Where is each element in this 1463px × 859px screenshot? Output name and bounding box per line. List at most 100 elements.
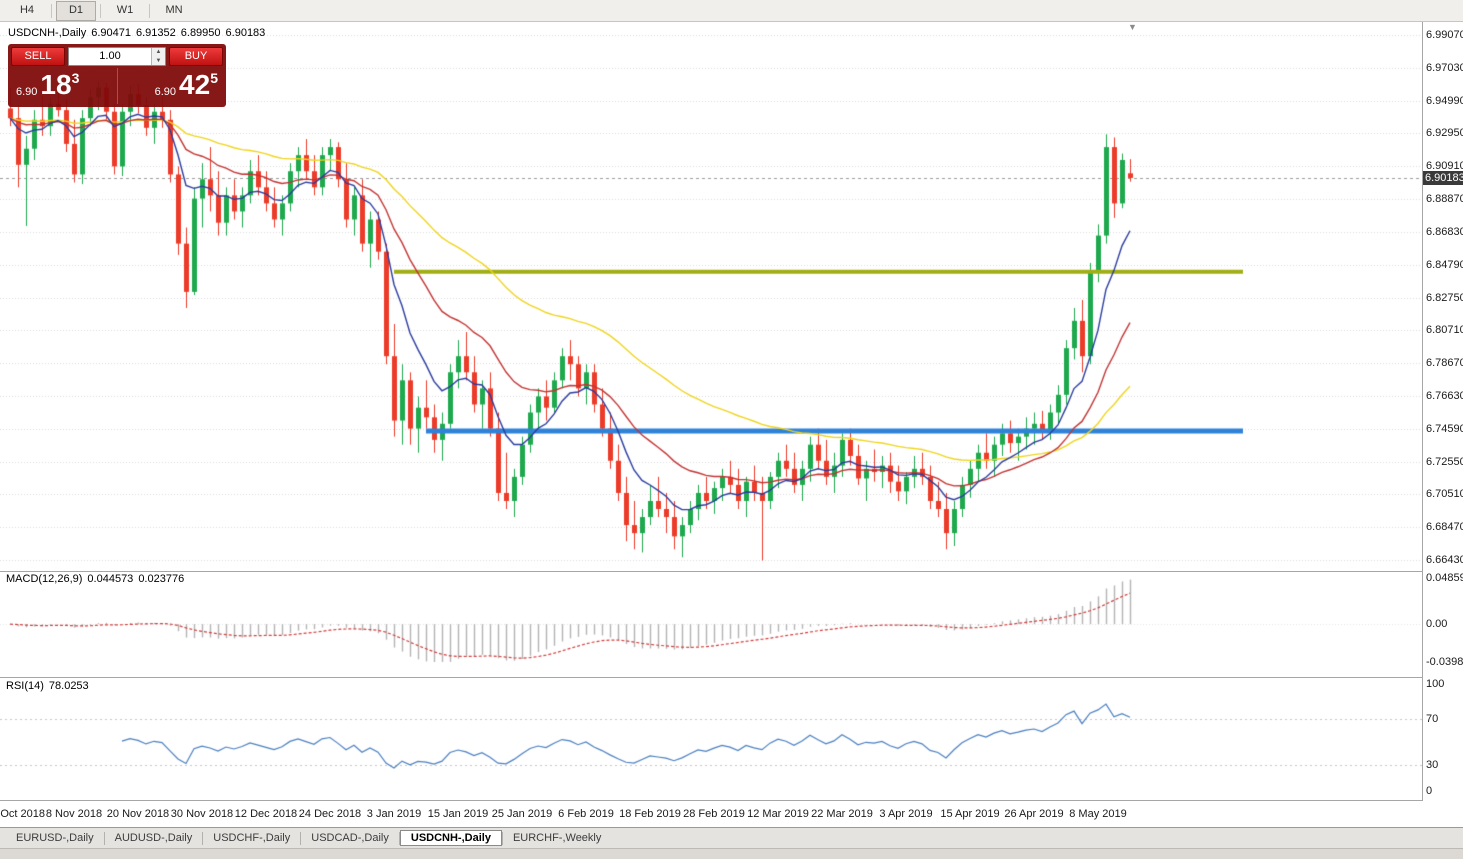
- timeframe-toolbar: H4 D1 W1 MN: [0, 0, 1463, 22]
- price-tick-label: 6.76630: [1426, 389, 1463, 402]
- price-axis[interactable]: 6.90183 6.99070 6.97030 6.94990 6.92950 6.90…: [1423, 22, 1463, 801]
- price-tick-label: 6.68470: [1426, 521, 1463, 534]
- sell-price-fraction: 3: [71, 70, 80, 86]
- date-tick-label: 12 Mar 2019: [747, 808, 809, 820]
- date-tick-label: 28 Feb 2019: [683, 808, 745, 820]
- price-tick-label: 6.97030: [1426, 61, 1463, 74]
- macd-tick-label: 0.048594: [1426, 572, 1463, 584]
- tab-usdcad-daily[interactable]: USDCAD-,Daily: [311, 832, 389, 844]
- date-tick-label: 8 Nov 2018: [45, 808, 103, 820]
- macd-pane-label: MACD(12,26,9) 0.044573 0.023776: [6, 573, 189, 585]
- price-tick-label: 6.84790: [1426, 258, 1463, 271]
- price-tick-label: 6.78670: [1426, 357, 1463, 370]
- price-tick-label: 6.94990: [1426, 94, 1463, 107]
- volume-up-icon[interactable]: ▲: [152, 48, 165, 57]
- price-tick-label: 6.92950: [1426, 127, 1463, 140]
- toolbar-separator: [51, 3, 52, 18]
- buy-price-pips: 42: [179, 69, 211, 100]
- timeframe-mn-button[interactable]: MN: [165, 3, 183, 16]
- price-tick-label: 6.72550: [1426, 455, 1463, 468]
- tab-separator: [398, 831, 400, 845]
- panel-splitter: [0, 800, 1463, 801]
- macd-signal-value: 0.023776: [138, 573, 185, 585]
- tab-separator: [300, 831, 302, 845]
- panel-splitter[interactable]: [0, 677, 1463, 678]
- macd-tick-label: 0.00: [1426, 618, 1448, 631]
- tab-separator: [202, 831, 204, 845]
- price-tick-label: 6.99070: [1426, 28, 1463, 41]
- date-tick-label: 3 Jan 2019: [366, 808, 422, 820]
- symbol-period-label: USDCNH-,Daily: [8, 27, 87, 39]
- date-tick-label: 25 Jan 2019: [491, 808, 553, 820]
- toolbar-separator: [100, 3, 101, 18]
- date-tick-label: 20 Nov 2018: [106, 808, 170, 820]
- current-price-badge: 6.90183: [1423, 170, 1463, 185]
- timeframe-w1-button[interactable]: W1: [116, 3, 134, 16]
- open-value: 6.90471: [91, 27, 131, 39]
- sell-button[interactable]: SELL: [11, 47, 65, 66]
- panel-splitter[interactable]: [0, 571, 1463, 572]
- price-tick-label: 6.86830: [1426, 225, 1463, 238]
- sell-price-base: 6.90: [16, 86, 38, 98]
- price-tick-label: 6.90910: [1426, 160, 1463, 173]
- main-price-chart[interactable]: [0, 22, 1422, 571]
- price-tick-label: 6.66430: [1426, 554, 1463, 566]
- ohlc-header: USDCNH-,Daily 6.90471 6.91352 6.89950 6.9018…: [8, 27, 270, 39]
- date-tick-label: 3 Apr 2019: [879, 808, 933, 820]
- macd-indicator-chart[interactable]: [0, 572, 1422, 677]
- date-tick-label: 18 Feb 2019: [619, 808, 681, 820]
- buy-price-display[interactable]: 6.90 42 5: [118, 68, 224, 104]
- volume-input[interactable]: 1.00 ▲ ▼: [68, 47, 166, 66]
- tab-separator: [103, 831, 105, 845]
- rsi-pane-label: RSI(14) 78.0253: [6, 680, 94, 692]
- rsi-tick-label: 70: [1426, 712, 1439, 725]
- price-tick-label: 6.80710: [1426, 324, 1463, 337]
- chart-tab-bar: EURUSD-,Daily AUDUSD-,Daily USDCHF-,Dail…: [0, 827, 1463, 848]
- buy-price-base: 6.90: [154, 86, 177, 98]
- tab-audusd-daily[interactable]: AUDUSD-,Daily: [114, 832, 193, 844]
- rsi-value: 78.0253: [48, 680, 89, 692]
- rsi-tick-label: 0: [1426, 785, 1433, 797]
- low-value: 6.89950: [180, 27, 221, 39]
- rsi-indicator-name: RSI(14): [6, 680, 44, 692]
- buy-price-fraction: 5: [210, 70, 218, 86]
- date-tick-label: 26 Apr 2019: [1004, 808, 1064, 820]
- close-value: 6.90183: [225, 27, 266, 39]
- one-click-trading-panel: SELL 1.00 ▲ ▼ BUY 6.90 18 3 6.90 42 5: [8, 44, 226, 107]
- volume-value[interactable]: 1.00: [99, 50, 121, 62]
- price-tick-label: 6.88870: [1426, 193, 1463, 206]
- macd-indicator-name: MACD(12,26,9): [6, 573, 83, 585]
- rsi-tick-label: 30: [1426, 759, 1439, 772]
- tab-usdcnh-daily[interactable]: USDCNH-,Daily: [399, 830, 502, 846]
- buy-button[interactable]: BUY: [169, 47, 223, 66]
- high-value: 6.91352: [136, 27, 176, 39]
- tab-separator: [501, 831, 503, 845]
- date-tick-label: 12 Dec 2018: [234, 808, 298, 820]
- date-tick-label: 6 Feb 2019: [558, 808, 614, 820]
- price-tick-label: 6.70510: [1426, 488, 1463, 501]
- macd-value: 0.044573: [87, 573, 134, 585]
- volume-down-icon[interactable]: ▼: [152, 56, 165, 65]
- price-axis-divider: [1422, 22, 1423, 801]
- chart-shift-marker-icon[interactable]: [1128, 23, 1137, 32]
- price-tick-label: 6.82750: [1426, 291, 1463, 304]
- tab-usdchf-daily[interactable]: USDCHF-,Daily: [213, 832, 291, 844]
- timeframe-d1-button[interactable]: D1: [56, 0, 96, 21]
- timeframe-h4-button[interactable]: H4: [19, 3, 35, 16]
- date-tick-label: 8 May 2019: [1069, 808, 1127, 820]
- rsi-tick-label: 100: [1426, 678, 1445, 690]
- tab-eurusd-daily[interactable]: EURUSD-,Daily: [16, 832, 94, 844]
- date-tick-label: 30 Nov 2018: [170, 808, 234, 820]
- sell-price-pips: 18: [40, 69, 72, 100]
- sell-price-display[interactable]: 6.90 18 3: [11, 68, 118, 104]
- toolbar-separator: [149, 3, 150, 18]
- date-tick-label: 22 Mar 2019: [811, 808, 873, 820]
- rsi-indicator-chart[interactable]: [0, 678, 1422, 800]
- tab-eurchf-weekly[interactable]: EURCHF-,Weekly: [512, 832, 602, 844]
- date-tick-label: 15 Jan 2019: [427, 808, 489, 820]
- macd-tick-label: -0.039856: [1426, 656, 1463, 668]
- date-tick-label: 29 Oct 2018: [0, 808, 45, 820]
- price-tick-label: 6.74590: [1426, 422, 1463, 435]
